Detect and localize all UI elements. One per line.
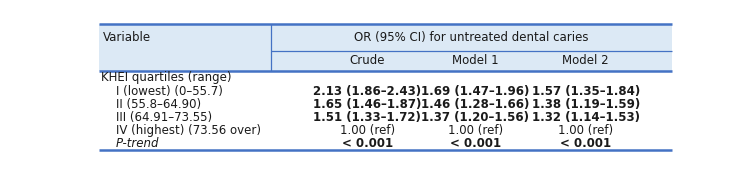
Text: Crude: Crude — [350, 54, 385, 67]
Text: P-trend: P-trend — [101, 137, 159, 150]
Text: 1.37 (1.20–1.56): 1.37 (1.20–1.56) — [421, 111, 529, 124]
Text: 1.57 (1.35–1.84): 1.57 (1.35–1.84) — [532, 85, 640, 98]
Text: 1.51 (1.33–1.72): 1.51 (1.33–1.72) — [313, 111, 421, 124]
Bar — [98, 24, 672, 51]
Text: 1.32 (1.14–1.53): 1.32 (1.14–1.53) — [532, 111, 640, 124]
Text: IV (highest) (73.56 over): IV (highest) (73.56 over) — [101, 124, 261, 137]
Text: 1.00 (ref): 1.00 (ref) — [340, 124, 395, 137]
Text: Model 1: Model 1 — [452, 54, 499, 67]
Text: III (64.91–73.55): III (64.91–73.55) — [101, 111, 213, 124]
Text: 1.46 (1.28–1.66): 1.46 (1.28–1.66) — [421, 98, 529, 111]
Text: < 0.001: < 0.001 — [450, 137, 501, 150]
Text: 2.13 (1.86–2.43): 2.13 (1.86–2.43) — [313, 85, 421, 98]
Text: 1.38 (1.19–1.59): 1.38 (1.19–1.59) — [532, 98, 640, 111]
Text: OR (95% CI) for untreated dental caries: OR (95% CI) for untreated dental caries — [354, 31, 589, 44]
Text: 1.00 (ref): 1.00 (ref) — [448, 124, 502, 137]
Text: Model 2: Model 2 — [562, 54, 609, 67]
Text: II (55.8–64.90): II (55.8–64.90) — [101, 98, 201, 111]
Bar — [98, 85, 672, 150]
Text: KHEI quartiles (range): KHEI quartiles (range) — [101, 71, 232, 84]
Text: < 0.001: < 0.001 — [560, 137, 611, 150]
Text: Variable: Variable — [103, 31, 151, 44]
Text: 1.69 (1.47–1.96): 1.69 (1.47–1.96) — [421, 85, 529, 98]
Text: 1.00 (ref): 1.00 (ref) — [558, 124, 614, 137]
Bar — [98, 51, 672, 71]
Text: I (lowest) (0–55.7): I (lowest) (0–55.7) — [101, 85, 223, 98]
Text: 1.65 (1.46–1.87): 1.65 (1.46–1.87) — [313, 98, 421, 111]
Text: < 0.001: < 0.001 — [342, 137, 393, 150]
